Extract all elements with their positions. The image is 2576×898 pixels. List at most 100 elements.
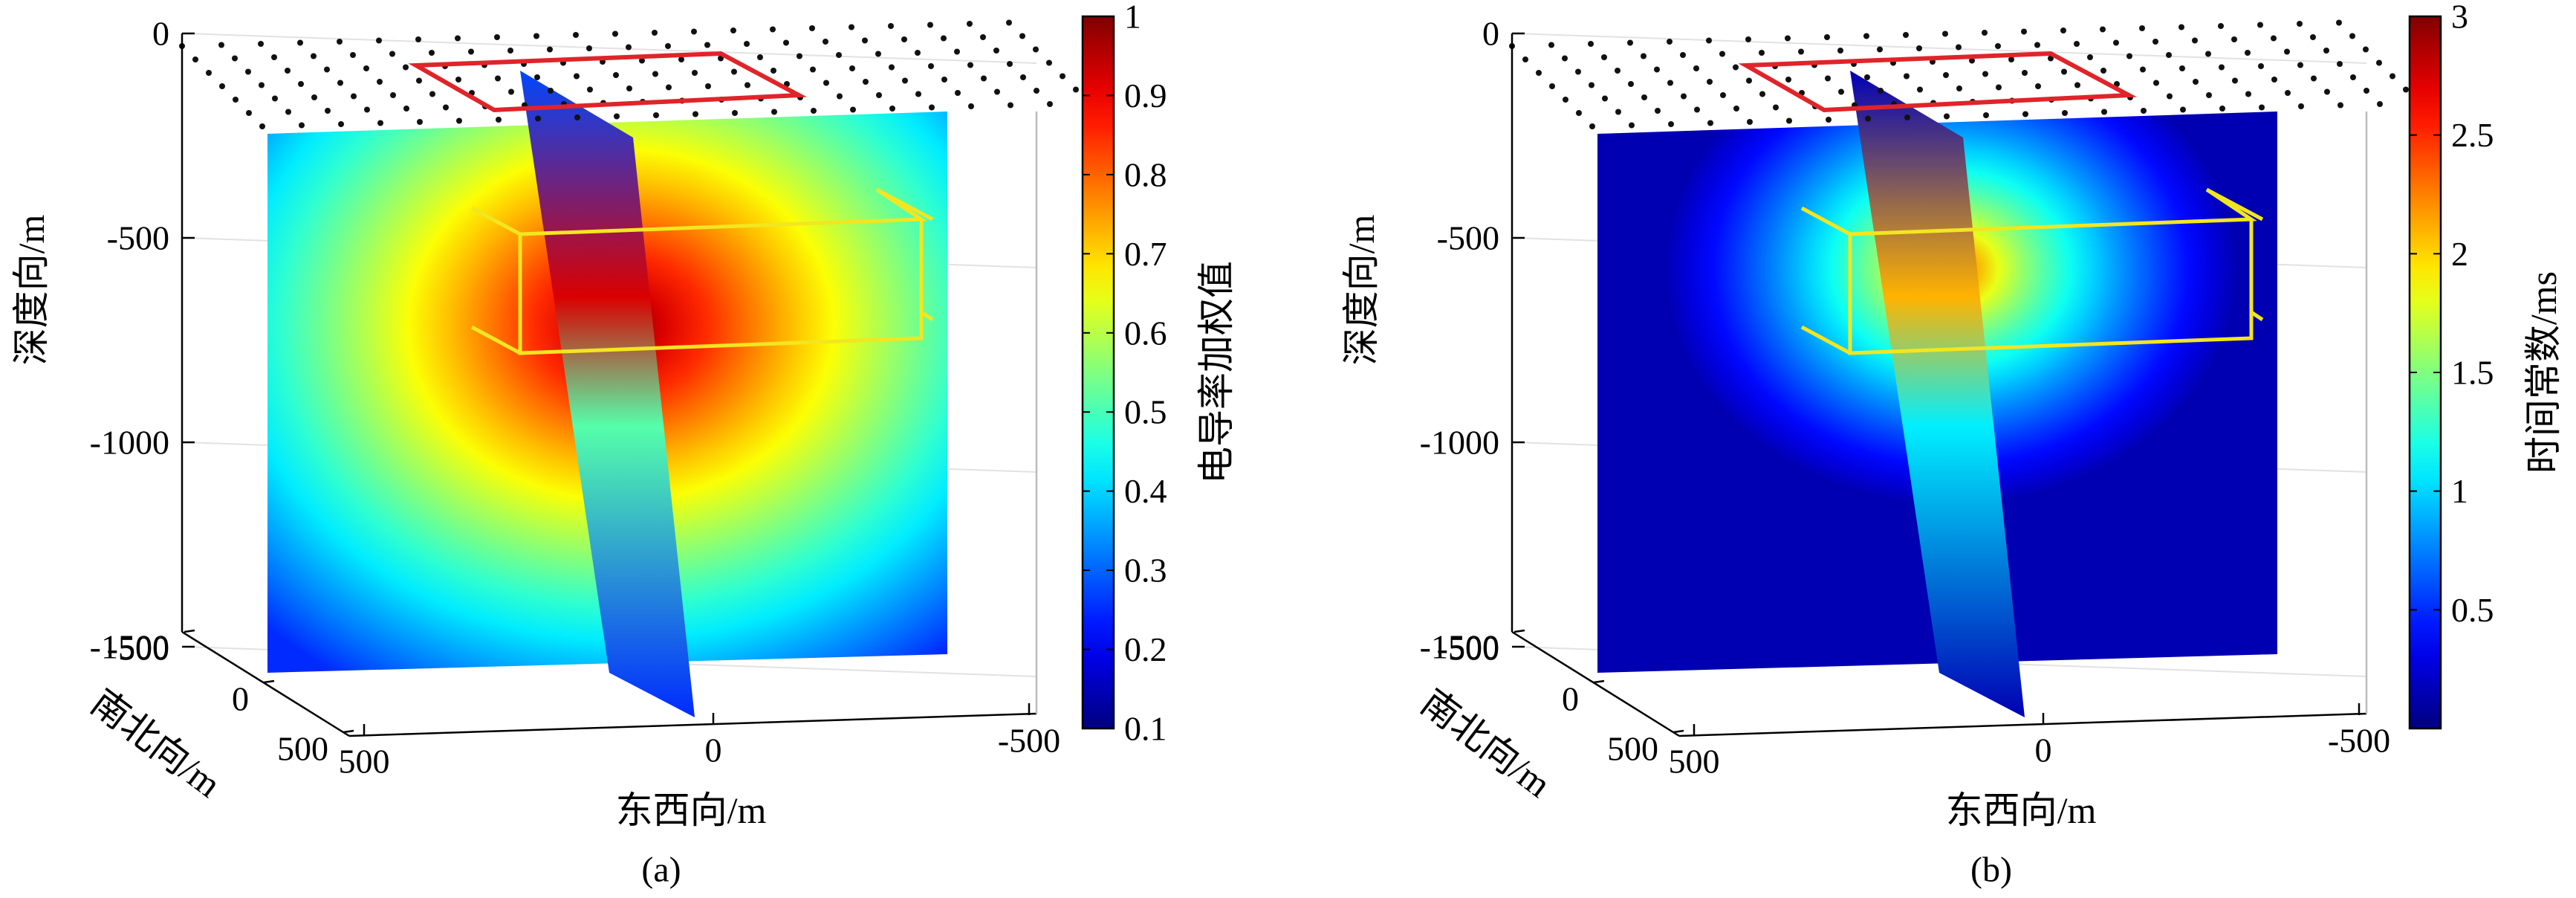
survey-point (2139, 25, 2145, 31)
survey-point (1759, 50, 1765, 56)
survey-point (245, 68, 251, 75)
depth-tick-label: 0 (152, 15, 169, 53)
survey-point (2022, 111, 2028, 117)
survey-point (2349, 33, 2355, 39)
survey-point (1786, 117, 1792, 124)
survey-point (1785, 35, 1791, 42)
survey-point (1904, 73, 1910, 80)
survey-point (2141, 108, 2147, 114)
survey-point (1983, 112, 1989, 118)
survey-point (1996, 84, 2002, 91)
survey-point (1615, 68, 1620, 74)
target-box-edge (2250, 310, 2264, 322)
survey-point (876, 92, 882, 98)
survey-point (218, 42, 224, 48)
survey-point (1878, 88, 1884, 94)
survey-point (1680, 52, 1686, 58)
survey-point (259, 82, 265, 88)
depth-tick-label: -1500 (90, 628, 169, 666)
survey-point (901, 36, 907, 42)
gridline-depth (1515, 33, 2367, 64)
transmitter-loop (408, 51, 808, 113)
survey-point (2271, 35, 2277, 42)
survey-point (929, 104, 935, 111)
survey-point (784, 81, 790, 87)
survey-point (941, 35, 947, 42)
survey-point (1549, 83, 1555, 89)
survey-point (1008, 102, 1013, 109)
ew-tick-label: 500 (1669, 743, 1720, 781)
survey-point (2285, 90, 2291, 96)
survey-point (1602, 95, 1608, 102)
survey-point (535, 115, 541, 122)
survey-point (364, 106, 370, 113)
survey-point (1060, 73, 1065, 80)
survey-point (259, 123, 265, 129)
survey-point (2087, 54, 2093, 60)
depth-tick-label: -500 (107, 219, 169, 257)
survey-point (2034, 42, 2040, 48)
survey-point (2192, 37, 2198, 44)
survey-point (889, 64, 895, 71)
ns-tick (184, 629, 195, 633)
survey-point (586, 45, 592, 51)
survey-point (2193, 79, 2199, 85)
survey-point (363, 65, 369, 71)
survey-point (1825, 75, 1831, 82)
survey-point (652, 71, 658, 77)
survey-point (2297, 62, 2303, 68)
ew-tick-label: 500 (339, 743, 390, 781)
survey-point (928, 63, 934, 69)
survey-point (862, 37, 868, 44)
ew-axis-line (348, 712, 1037, 737)
survey-point (967, 62, 973, 68)
survey-point (272, 95, 278, 102)
survey-point (849, 65, 855, 71)
survey-point (507, 48, 513, 54)
survey-point (1667, 80, 1673, 86)
target-box-edge (920, 310, 934, 322)
survey-point (1773, 104, 1779, 111)
ew-axis-title: 东西向/m (616, 789, 767, 831)
survey-point (455, 35, 461, 42)
survey-point (2100, 68, 2106, 74)
ew-tick-label: 0 (2035, 731, 2052, 769)
survey-point (508, 88, 514, 95)
survey-point (809, 25, 815, 31)
colorbar-tick-label: 0.4 (1124, 472, 1167, 510)
ns-tick-label: -500 (107, 630, 169, 668)
survey-point (297, 39, 303, 46)
survey-point (206, 70, 212, 76)
survey-point (691, 28, 697, 35)
survey-point (2206, 92, 2212, 98)
survey-point (298, 81, 304, 87)
survey-point (2363, 46, 2369, 53)
survey-point (653, 112, 659, 118)
survey-point (1944, 113, 1950, 120)
survey-point (1943, 72, 1949, 78)
survey-point (547, 46, 553, 53)
survey-point (1562, 55, 1568, 62)
survey-point (902, 77, 908, 84)
survey-point (285, 68, 291, 74)
depth-tick-label: -1500 (1420, 628, 1499, 666)
survey-point (2376, 59, 2382, 66)
survey-point (2205, 51, 2211, 57)
survey-point (692, 70, 698, 76)
survey-point (678, 56, 684, 62)
survey-point (2153, 80, 2159, 86)
survey-point (1719, 51, 1725, 57)
survey-point (1838, 88, 1844, 95)
survey-point (614, 113, 620, 120)
colorbar (1081, 15, 1115, 730)
survey-point (836, 52, 842, 58)
survey-point (1033, 46, 1039, 53)
survey-point (350, 52, 356, 58)
survey-point (468, 48, 474, 55)
colorbar-tick-label: 0.1 (1124, 710, 1167, 748)
survey-point-grid (179, 19, 1092, 129)
survey-point (1668, 121, 1674, 127)
survey-point (1956, 85, 1962, 91)
survey-point (1824, 34, 1830, 40)
